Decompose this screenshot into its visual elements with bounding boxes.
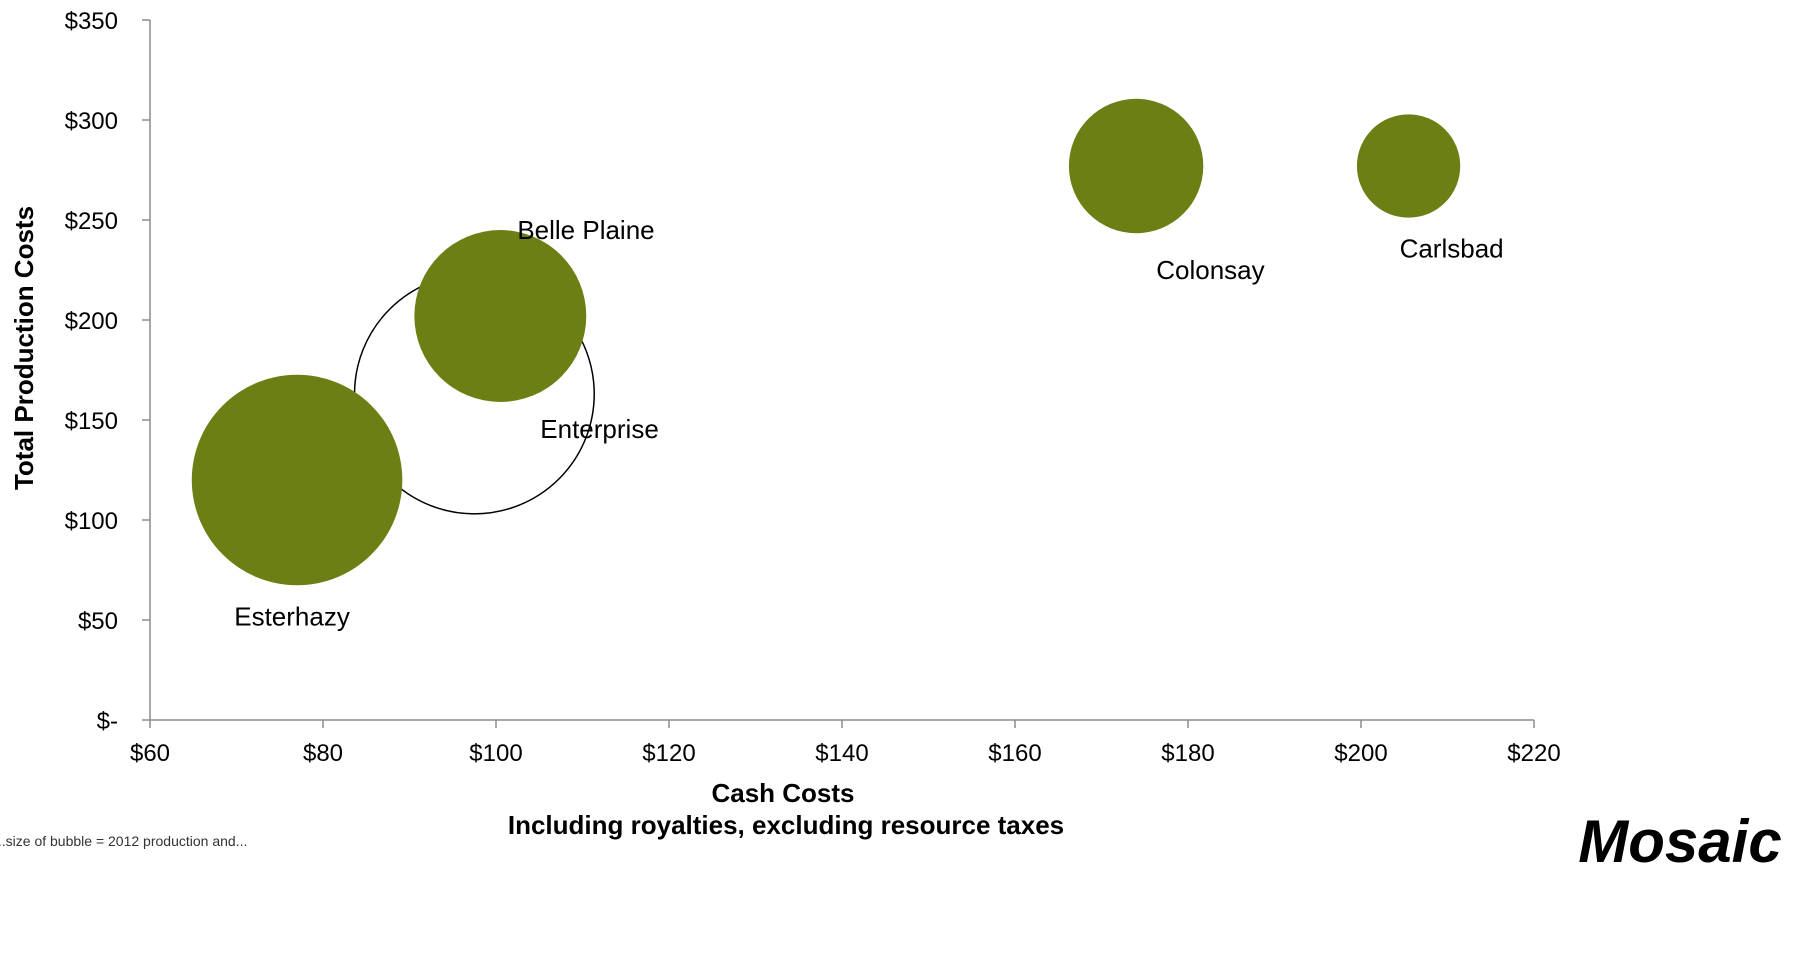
point-labels: Esterhazy Enterprise Belle Plaine Colonsay C… bbox=[234, 215, 1503, 631]
x-tick-label: $80 bbox=[303, 740, 343, 767]
point-label-enterprise: Enterprise bbox=[540, 414, 659, 444]
x-tick-label: $200 bbox=[1334, 740, 1387, 767]
point-label-esterhazy: Esterhazy bbox=[234, 601, 350, 631]
bubble-carlsbad bbox=[1356, 114, 1461, 218]
footnote: ...size of bubble = 2012 production and.… bbox=[0, 833, 247, 849]
bubble-colonsay bbox=[1068, 98, 1204, 234]
x-tick-label: $60 bbox=[130, 740, 170, 767]
logo-wordmark: Mosaic bbox=[1578, 808, 1781, 875]
x-axis-subtitle: Including royalties, excluding resource … bbox=[508, 810, 1064, 840]
y-tick-label: $150 bbox=[65, 408, 118, 435]
point-label-carlsbad: Carlsbad bbox=[1400, 234, 1504, 264]
x-ticks: $60 $80 $100 $120 $140 $160 $180 $200 $220 bbox=[130, 720, 1561, 767]
y-tick-label: $- bbox=[97, 708, 118, 735]
y-tick-label: $250 bbox=[65, 208, 118, 235]
x-tick-label: $160 bbox=[988, 740, 1041, 767]
y-tick-label: $350 bbox=[65, 8, 118, 35]
bubble-esterhazy bbox=[191, 374, 403, 586]
x-tick-label: $180 bbox=[1161, 740, 1214, 767]
y-tick-label: $300 bbox=[65, 108, 118, 135]
bubble-belle-plaine bbox=[414, 230, 587, 402]
y-tick-label: $50 bbox=[78, 608, 118, 635]
point-label-belle-plaine: Belle Plaine bbox=[517, 215, 654, 245]
x-tick-label: $120 bbox=[642, 740, 695, 767]
y-tick-label: $200 bbox=[65, 308, 118, 335]
y-axis-title: Total Production Costs bbox=[9, 206, 39, 490]
x-axis-title: Cash Costs bbox=[711, 778, 854, 808]
bubbles bbox=[191, 98, 1461, 586]
y-tick-label: $100 bbox=[65, 508, 118, 535]
x-tick-label: $220 bbox=[1507, 740, 1560, 767]
point-label-colonsay: Colonsay bbox=[1156, 255, 1264, 285]
x-tick-label: $140 bbox=[815, 740, 868, 767]
y-ticks: $- $50 $100 $150 $200 $250 $300 $350 bbox=[65, 8, 150, 735]
x-tick-label: $100 bbox=[469, 740, 522, 767]
